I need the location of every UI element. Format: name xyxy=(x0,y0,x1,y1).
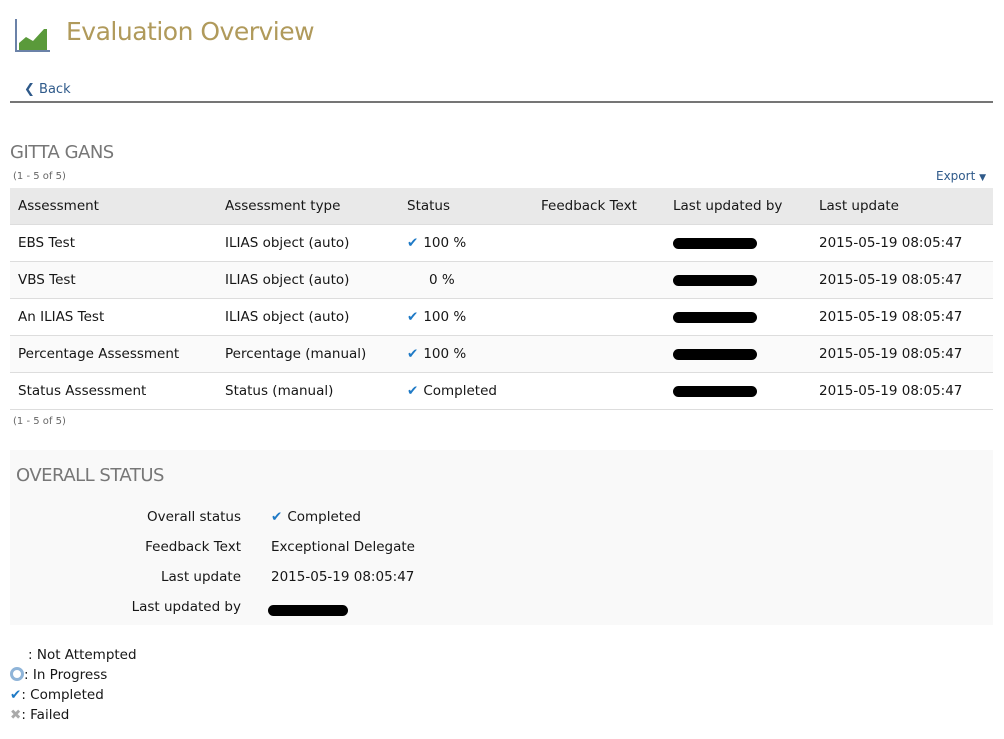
overall-status-value: ✔ Completed xyxy=(271,509,361,525)
redacted-name xyxy=(673,311,757,323)
cell-updated-by xyxy=(665,261,811,299)
redacted-name xyxy=(673,237,757,249)
page-title: Evaluation Overview xyxy=(66,17,315,46)
legend-not-attempted: : Not Attempted xyxy=(28,647,137,663)
redacted-name xyxy=(673,274,757,286)
cell-updated-by xyxy=(665,335,811,373)
redacted-name xyxy=(673,348,757,360)
cell-status: 0 % xyxy=(399,261,533,299)
cell-last-update: 2015-05-19 08:05:47 xyxy=(811,372,993,410)
cell-status: ✔ 100 % xyxy=(399,224,533,262)
cell-type: ILIAS object (auto) xyxy=(217,298,399,336)
assessments-table: Assessment Assessment type Status Feedba… xyxy=(10,188,993,410)
cell-feedback xyxy=(533,298,665,336)
pagination-count-top: (1 - 5 of 5) xyxy=(13,171,66,182)
cell-type: Status (manual) xyxy=(217,372,399,410)
cell-feedback xyxy=(533,335,665,373)
cell-assessment: EBS Test xyxy=(10,224,217,262)
cell-type: Percentage (manual) xyxy=(217,335,399,373)
cell-feedback xyxy=(533,224,665,262)
cell-last-update: 2015-05-19 08:05:47 xyxy=(811,335,993,373)
cell-type: ILIAS object (auto) xyxy=(217,261,399,299)
last-updated-by-redacted xyxy=(268,602,348,618)
table-row: Percentage Assessment Percentage (manual… xyxy=(10,335,993,373)
chevron-left-icon: ❮ xyxy=(24,82,35,97)
col-status[interactable]: Status xyxy=(399,188,533,225)
table-row: VBS Test ILIAS object (auto) 0 % 2015-05… xyxy=(10,261,993,299)
caret-down-icon: ▼ xyxy=(979,173,987,183)
export-dropdown[interactable]: Export ▼ xyxy=(936,169,987,183)
check-icon: ✔ xyxy=(10,687,22,703)
col-assessment[interactable]: Assessment xyxy=(10,188,217,225)
col-updated-by[interactable]: Last updated by xyxy=(665,188,811,225)
cell-status: ✔ 100 % xyxy=(399,335,533,373)
cell-updated-by xyxy=(665,298,811,336)
overall-status-label: Overall status xyxy=(146,509,241,525)
last-updated-by-label: Last updated by xyxy=(131,599,241,615)
cell-assessment: An ILIAS Test xyxy=(10,298,217,336)
user-name-heading: GITTA GANS xyxy=(10,142,114,163)
divider xyxy=(10,101,993,103)
check-icon: ✔ xyxy=(271,509,283,525)
overall-status-panel: OVERALL STATUS Overall status ✔ Completed… xyxy=(10,450,993,625)
cell-last-update: 2015-05-19 08:05:47 xyxy=(811,261,993,299)
col-feedback[interactable]: Feedback Text xyxy=(533,188,665,225)
redacted-name xyxy=(673,385,757,397)
cell-assessment: Percentage Assessment xyxy=(10,335,217,373)
cell-last-update: 2015-05-19 08:05:47 xyxy=(811,224,993,262)
legend-in-progress: : In Progress xyxy=(10,667,107,683)
feedback-text-label: Feedback Text xyxy=(145,539,241,555)
check-icon: ✔ xyxy=(407,309,419,325)
cell-status: ✔ 100 % xyxy=(399,298,533,336)
cell-feedback xyxy=(533,261,665,299)
cell-status: ✔ Completed xyxy=(399,372,533,410)
col-type[interactable]: Assessment type xyxy=(217,188,399,225)
check-icon: ✔ xyxy=(407,346,419,362)
legend-failed: ✖: Failed xyxy=(10,707,70,723)
table-row: An ILIAS Test ILIAS object (auto) ✔ 100 %… xyxy=(10,298,993,336)
table-row: EBS Test ILIAS object (auto) ✔ 100 % 2015… xyxy=(10,224,993,262)
last-update-label: Last update xyxy=(161,569,241,585)
last-update-value: 2015-05-19 08:05:47 xyxy=(271,569,415,585)
feedback-text-value: Exceptional Delegate xyxy=(271,539,415,555)
check-icon: ✔ xyxy=(407,383,419,399)
table-header-row: Assessment Assessment type Status Feedba… xyxy=(10,188,993,225)
cell-type: ILIAS object (auto) xyxy=(217,224,399,262)
in-progress-circle-icon xyxy=(10,667,24,681)
col-last-update[interactable]: Last update xyxy=(811,188,993,225)
cell-feedback xyxy=(533,372,665,410)
failed-x-icon: ✖ xyxy=(10,707,22,723)
back-link[interactable]: ❮ Back xyxy=(24,82,71,97)
cell-assessment: Status Assessment xyxy=(10,372,217,410)
cell-assessment: VBS Test xyxy=(10,261,217,299)
cell-last-update: 2015-05-19 08:05:47 xyxy=(811,298,993,336)
table-row: Status Assessment Status (manual) ✔ Compl… xyxy=(10,372,993,410)
pagination-count-bottom: (1 - 5 of 5) xyxy=(13,416,66,427)
cell-updated-by xyxy=(665,224,811,262)
cell-updated-by xyxy=(665,372,811,410)
overall-status-heading: OVERALL STATUS xyxy=(16,465,164,486)
chart-area-icon xyxy=(15,19,50,52)
check-icon: ✔ xyxy=(407,235,419,251)
legend-completed: ✔: Completed xyxy=(10,687,104,703)
